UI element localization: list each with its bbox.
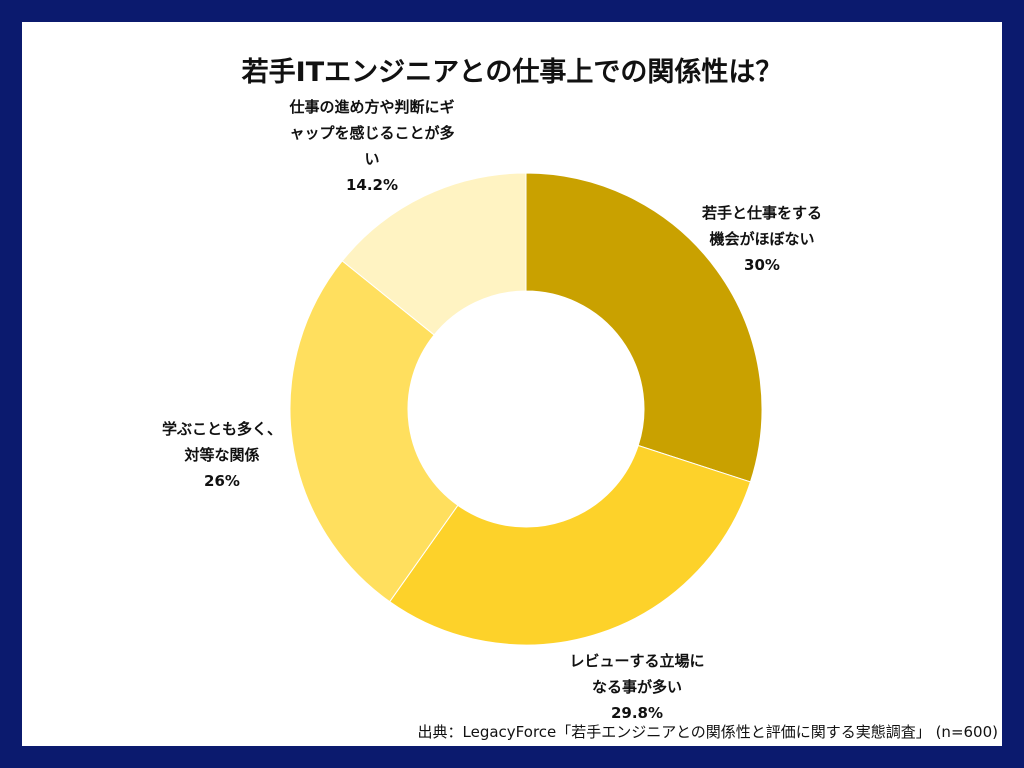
slice-label-no-opportunity: 若手と仕事をする 機会がほぼない 30% [662, 200, 862, 278]
slice-no-opportunity [525, 172, 763, 483]
slice-value-label: 26% [204, 472, 240, 490]
chart-title: 若手ITエンジニアとの仕事上での関係性は？ [241, 57, 783, 88]
slice-label-reviewer: レビューする立場に なる事が多い 29.8% [522, 648, 752, 726]
source-note: 出典：LegacyForce「若手エンジニアとの関係性と評価に関する実態調査」 … [417, 723, 998, 741]
slice-value-label: 30% [744, 256, 780, 274]
slice-value-label: 14.2% [345, 176, 399, 194]
slice-reviewer [388, 444, 752, 646]
slice-gap [341, 172, 527, 336]
slice-label-text: 学ぶことも多く、 対等な関係 [161, 420, 282, 464]
slice-label-text: レビューする立場に なる事が多い [569, 652, 705, 696]
slice-value-label: 29.8% [610, 704, 664, 722]
donut-chart [289, 172, 763, 646]
slice-label-text: 若手と仕事をする 機会がほぼない [701, 204, 822, 248]
slice-equal [289, 260, 459, 603]
slice-label-gap: 仕事の進め方や判断にギ ャップを感じることが多 い 14.2% [267, 94, 477, 198]
slice-label-equal: 学ぶことも多く、 対等な関係 26% [122, 416, 322, 494]
slice-label-text: 仕事の進め方や判断にギ ャップを感じることが多 い [289, 98, 455, 168]
chart-panel: 若手ITエンジニアとの仕事上での関係性は？ 若手と仕事をする 機会がほぼない 3… [22, 22, 1002, 746]
